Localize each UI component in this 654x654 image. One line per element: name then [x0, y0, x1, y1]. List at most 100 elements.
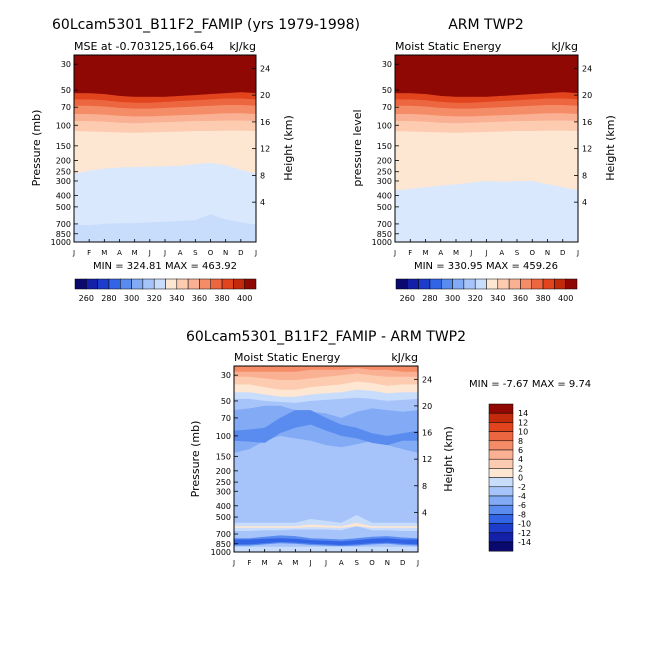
pressure-tick-label: 1000	[51, 238, 71, 247]
colorbar-swatch	[488, 495, 514, 506]
diff-band-negative	[234, 538, 418, 545]
panel3-subtitle-left: Moist Static Energy	[234, 351, 341, 364]
colorbar-swatch	[488, 422, 514, 432]
colorbar-swatch	[418, 278, 431, 290]
panel2-contour-plot	[395, 55, 578, 242]
panel2-subtitle-right: kJ/kg	[551, 40, 578, 53]
month-tick-label: F	[408, 249, 412, 257]
colorbar-swatch	[488, 523, 514, 534]
height-tick-label: 4	[260, 198, 265, 207]
pressure-tick-label: 250	[216, 478, 231, 487]
height-tick-label: 16	[422, 429, 432, 438]
pressure-tick-label: 200	[216, 467, 231, 476]
colorbar-swatch	[488, 541, 514, 552]
pressure-tick-label: 100	[56, 121, 71, 130]
colorbar-label: 14	[518, 409, 528, 418]
month-tick-label: J	[484, 249, 487, 257]
colorbar-swatch	[488, 477, 514, 488]
pressure-tick-label: 700	[377, 220, 392, 229]
pressure-tick-label: 50	[382, 86, 392, 95]
pressure-tick-label: 400	[216, 502, 231, 511]
colorbar-swatch	[488, 532, 514, 543]
month-tick-label: J	[393, 249, 396, 257]
panel2-title: ARM TWP2	[448, 17, 524, 33]
colorbar-swatch	[176, 278, 189, 290]
colorbar-label: -14	[518, 538, 531, 547]
colorbar-label: 320	[147, 294, 162, 303]
height-tick-label: 16	[582, 118, 592, 127]
colorbar-swatch	[488, 403, 514, 414]
colorbar-swatch	[199, 278, 211, 290]
colorbar-label: -12	[518, 529, 531, 538]
panel2-subtitle-left: Moist Static Energy	[395, 40, 502, 53]
colorbar-swatch	[120, 278, 132, 290]
panel-obs-mse: ARM TWP2 Moist Static Energy kJ/kg 30 50 7…	[351, 17, 617, 303]
panel1-y-axis-label: Pressure (mb)	[30, 110, 43, 187]
colorbar-label: 340	[169, 294, 184, 303]
month-tick-label: J	[148, 249, 151, 257]
colorbar-swatch	[233, 278, 245, 290]
colorbar-label: 320	[468, 294, 483, 303]
height-tick-label: 8	[582, 171, 587, 180]
month-tick-label: M	[292, 559, 298, 567]
month-tick-label: S	[354, 559, 359, 567]
colorbar-swatch	[565, 278, 578, 290]
colorbar-label: -8	[518, 510, 526, 519]
month-tick-label: M	[262, 559, 268, 567]
pressure-tick-label: 30	[221, 371, 231, 380]
month-tick-label: J	[576, 249, 579, 257]
month-tick-label: J	[72, 249, 75, 257]
panel2-y-axis-label: pressure level	[351, 109, 364, 186]
pressure-tick-label: 250	[377, 168, 392, 177]
pressure-tick-label: 70	[61, 103, 71, 112]
colorbar-swatch	[488, 468, 514, 478]
pressure-tick-label: 150	[377, 142, 392, 151]
colorbar-label: 340	[490, 294, 505, 303]
colorbar-swatch	[474, 278, 487, 290]
colorbar-swatch	[488, 514, 514, 524]
height-tick-label: 24	[422, 375, 432, 384]
pressure-tick-label: 850	[56, 230, 71, 239]
pressure-tick-label: 300	[377, 177, 392, 186]
colorbar-label: 380	[535, 294, 550, 303]
colorbar-label: 8	[518, 437, 523, 446]
colorbar-swatch	[187, 278, 200, 290]
panel3-y-axis-label: Pressure (mb)	[189, 421, 202, 498]
colorbar-label: 10	[518, 428, 528, 437]
panel2-colorbar: 260 280 300 320 340 360 380 400	[395, 278, 578, 303]
colorbar-label: -6	[518, 501, 526, 510]
height-tick-label: 20	[260, 91, 270, 100]
diff-band-negative	[234, 410, 418, 446]
panel2-minmax: MIN = 330.95 MAX = 459.26	[414, 261, 558, 272]
colorbar-label: -4	[518, 492, 526, 501]
colorbar-swatch	[497, 278, 510, 290]
colorbar-swatch	[488, 440, 514, 451]
month-tick-label: J	[163, 249, 166, 257]
height-tick-label: 12	[582, 145, 592, 154]
diff-band	[234, 366, 418, 372]
colorbar-swatch	[395, 278, 408, 290]
colorbar-swatch	[441, 278, 453, 290]
colorbar-label: -2	[518, 483, 526, 492]
colorbar-label: 380	[214, 294, 229, 303]
height-tick-label: 24	[260, 64, 270, 73]
month-tick-label: O	[208, 249, 214, 257]
month-tick-label: J	[309, 559, 312, 567]
pressure-tick-label: 1000	[211, 548, 231, 557]
colorbar-swatch	[488, 486, 514, 497]
month-tick-label: A	[278, 559, 283, 567]
month-tick-label: D	[560, 249, 565, 257]
colorbar-label: 360	[192, 294, 207, 303]
panel2-height-axis: 24 20 16 12 8 4	[574, 64, 592, 207]
height-tick-label: 16	[260, 118, 270, 127]
month-tick-label: M	[132, 249, 138, 257]
height-tick-label: 12	[260, 145, 270, 154]
colorbar-label: 6	[518, 446, 523, 455]
